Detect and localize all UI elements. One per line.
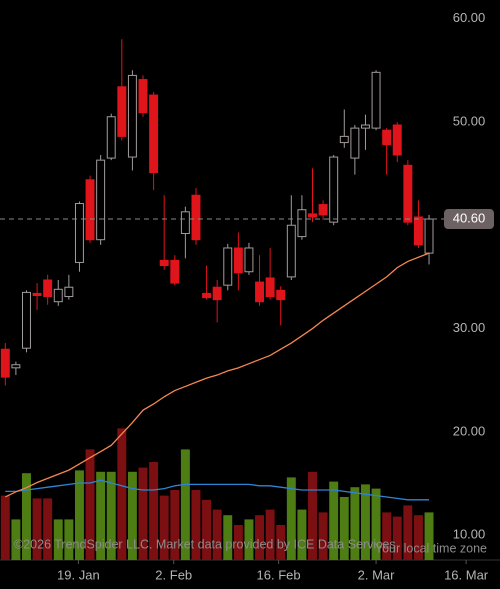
candle-body — [308, 213, 317, 218]
volume-bar — [117, 428, 127, 560]
candle-body — [11, 364, 21, 369]
volume-bar — [350, 487, 360, 560]
volume-bar — [286, 477, 296, 560]
volume-bar — [255, 515, 265, 560]
candle-body — [149, 94, 159, 174]
x-tick-label: 16. Feb — [257, 567, 301, 582]
volume-bar — [339, 497, 349, 560]
x-tick-label: 2. Mar — [358, 567, 396, 582]
volume-bar — [11, 519, 21, 560]
volume-bar — [223, 515, 233, 560]
volume-bar — [382, 512, 392, 560]
candle-body — [276, 289, 286, 301]
candle-body — [413, 216, 423, 246]
candle-body — [43, 279, 53, 298]
last-price-label: 40.60 — [453, 210, 486, 225]
volume-bar — [244, 519, 254, 560]
candle-body — [202, 292, 212, 299]
volume-bar — [191, 490, 201, 560]
volume-bar — [32, 498, 42, 560]
candle-body — [286, 224, 296, 278]
volume-bar — [170, 490, 180, 560]
volume-bar — [53, 519, 63, 560]
y-tick-label: 20.00 — [453, 423, 486, 438]
volume-bar — [276, 525, 286, 560]
price-ma-line — [5, 252, 430, 498]
candle-body — [350, 127, 360, 159]
candle-body — [53, 288, 63, 303]
candle-body — [403, 164, 413, 223]
volume-bar — [360, 484, 370, 560]
volume-bar — [127, 471, 137, 560]
volume-bar — [403, 505, 413, 560]
x-tick-label: 16. Mar — [444, 567, 489, 582]
copyright: ©2026 TrendSpider LLC. Market data provi… — [14, 537, 396, 551]
candle-body — [297, 209, 307, 238]
candle-body — [85, 179, 95, 241]
y-tick-label: 60.00 — [453, 10, 486, 25]
candle-body — [32, 292, 42, 296]
volume-bar — [233, 525, 243, 560]
candle-body — [64, 286, 74, 298]
volume-bar — [202, 499, 212, 560]
volume-bar — [424, 512, 434, 560]
candle-body — [74, 203, 84, 263]
candle-body — [244, 247, 254, 273]
volume-bar — [413, 515, 423, 560]
x-tick-label: 2. Feb — [155, 567, 192, 582]
candle-body — [180, 211, 190, 235]
candle-body — [392, 124, 402, 156]
volume-bar — [74, 470, 84, 560]
candle-body — [233, 247, 243, 274]
volume-bar — [22, 473, 31, 560]
candle-body — [106, 116, 116, 159]
volume-bar — [85, 449, 95, 560]
volume-bar — [96, 471, 106, 560]
candle-body — [138, 79, 148, 114]
y-tick-label: 50.00 — [453, 113, 486, 128]
volume-bar — [318, 512, 328, 560]
y-tick-label: 10.00 — [453, 527, 486, 542]
candle-body — [22, 291, 31, 349]
volume-bar — [43, 498, 53, 560]
volume-bar — [64, 519, 74, 560]
y-tick-label: 30.00 — [453, 320, 486, 335]
last-price-tag — [444, 209, 494, 230]
candle-body — [223, 247, 233, 286]
candle-body — [424, 218, 434, 254]
candle-body — [318, 204, 328, 216]
volume-bar — [138, 467, 148, 560]
volume-bar — [149, 462, 159, 560]
candle-body — [265, 277, 275, 298]
candle-body — [159, 259, 169, 267]
candle-body — [360, 124, 370, 129]
x-tick-label: 19. Jan — [57, 567, 100, 582]
candle-body — [0, 348, 10, 378]
volume-bar — [371, 488, 381, 560]
candle-body — [170, 259, 180, 284]
candle-body — [127, 74, 137, 158]
volume-bar — [392, 516, 402, 560]
candle-body — [212, 286, 222, 301]
volume-bar — [0, 495, 10, 560]
candle-body — [329, 156, 339, 223]
timezone-note: Your local time zone — [375, 541, 487, 555]
volume-bar — [308, 471, 317, 560]
candle-body — [117, 86, 127, 137]
volume-bar — [180, 449, 190, 560]
candle-body — [382, 129, 392, 146]
volume-bar — [265, 509, 275, 560]
candle-body — [339, 135, 349, 144]
candle-body — [371, 71, 381, 129]
candle-body — [96, 159, 106, 241]
candle-body — [255, 281, 265, 303]
volume-bar — [106, 471, 116, 560]
volume-bar — [329, 481, 339, 560]
candle-body — [191, 194, 201, 241]
volume-bar — [297, 509, 307, 560]
volume-bar — [212, 509, 222, 560]
volume-ma-line — [5, 479, 430, 501]
volume-bar — [159, 495, 169, 560]
